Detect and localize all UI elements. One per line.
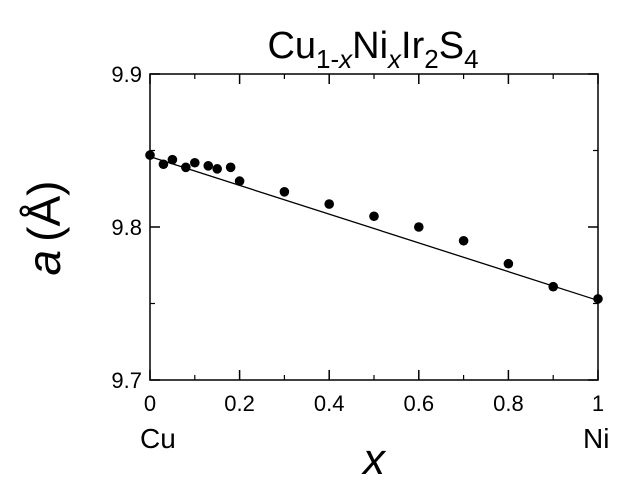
data-point — [458, 235, 469, 246]
data-point — [167, 154, 178, 165]
data-points — [145, 150, 603, 304]
chart-title: Cu1-xNixIr2S4 — [267, 25, 478, 74]
data-point — [181, 162, 191, 173]
y-axis-label-open: ( — [18, 226, 70, 242]
title-sub2-x: x — [386, 44, 402, 74]
y-tick-label: 9.9 — [111, 62, 142, 87]
x-tick-label: 0.8 — [493, 391, 524, 416]
y-axis-label-unit: Å — [18, 196, 70, 227]
data-point — [158, 159, 169, 170]
y-axis-label-close: ) — [18, 181, 70, 196]
data-point — [369, 211, 379, 222]
data-point — [324, 199, 335, 209]
title-sub4: 4 — [464, 44, 478, 74]
data-point — [190, 157, 200, 168]
x-tick-label: 0 — [144, 391, 156, 416]
x-axis-label: x — [361, 435, 387, 480]
data-point — [503, 258, 514, 269]
title-cu: Cu — [267, 25, 316, 67]
y-axis-label: a (Å) — [18, 181, 70, 276]
title-ni: Ni — [352, 25, 388, 67]
x-tick-label: 0.6 — [404, 391, 435, 416]
x-tick-label: 0.4 — [314, 391, 345, 416]
x-tick-label: 1 — [592, 391, 604, 416]
y-tick-labels: 9.7 9.8 9.9 — [111, 62, 142, 393]
data-point — [234, 176, 245, 186]
axis-ticks — [149, 73, 599, 381]
x-end-label-ni: Ni — [583, 423, 609, 454]
x-tick-label: 0.2 — [224, 391, 255, 416]
title-sub3: 2 — [424, 44, 438, 74]
x-end-label-cu: Cu — [140, 423, 176, 454]
title-sub1-x: x — [337, 44, 353, 74]
data-point — [548, 281, 558, 292]
title-s: S — [439, 25, 464, 67]
title-ir: Ir — [401, 25, 425, 67]
y-tick-label: 9.7 — [111, 368, 142, 393]
data-point — [212, 164, 222, 174]
data-point — [203, 161, 214, 171]
data-point — [145, 150, 155, 160]
y-tick-label: 9.8 — [111, 215, 142, 240]
data-point — [414, 222, 424, 232]
y-axis-label-symbol: a — [18, 250, 70, 276]
data-point — [593, 294, 603, 304]
data-point — [279, 187, 290, 197]
title-sub1: 1- — [316, 44, 339, 74]
linear-fit-line — [149, 156, 599, 302]
data-point — [225, 162, 236, 173]
plot-area-frame — [149, 73, 599, 381]
x-tick-labels: 0 0.2 0.4 0.6 0.8 1 — [144, 391, 604, 416]
